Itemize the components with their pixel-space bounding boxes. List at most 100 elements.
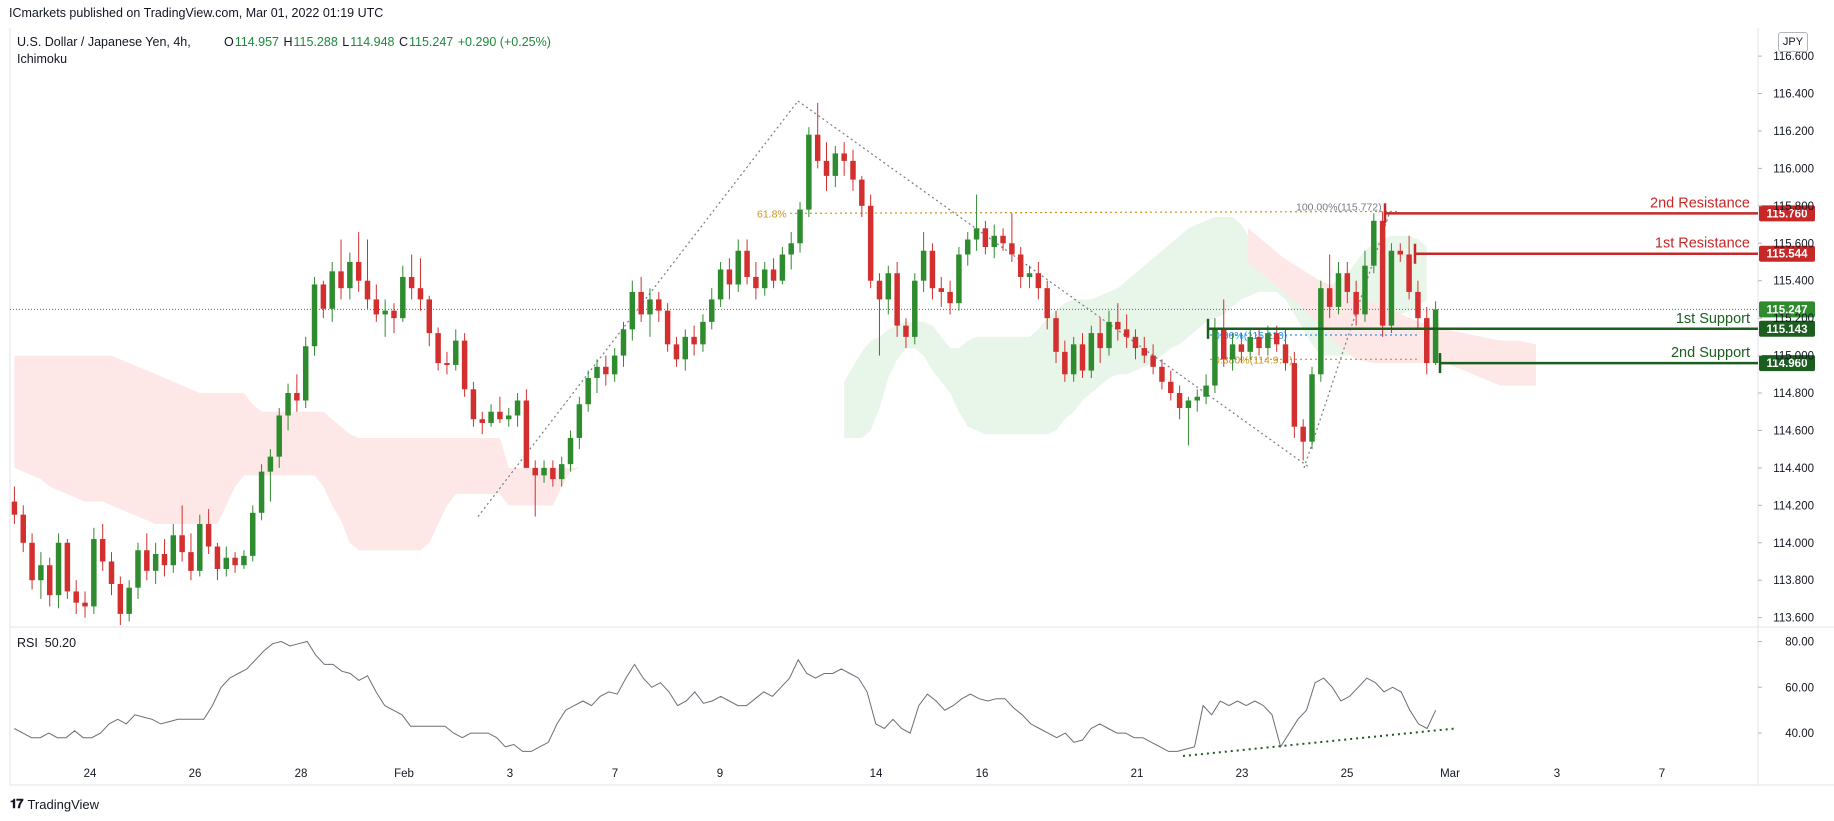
candle-body[interactable] <box>717 269 724 300</box>
candle-body[interactable] <box>55 542 62 596</box>
candle-body[interactable] <box>620 329 627 356</box>
candle-body[interactable] <box>514 400 521 416</box>
candle-body[interactable] <box>73 591 79 603</box>
candle-body[interactable] <box>823 160 830 176</box>
candle-body[interactable] <box>1088 333 1095 371</box>
candle-body[interactable] <box>859 179 865 206</box>
candle-body[interactable] <box>294 393 300 401</box>
candle-body[interactable] <box>947 291 953 304</box>
candle-body[interactable] <box>753 276 759 289</box>
candle-body[interactable] <box>611 355 618 375</box>
candle-body[interactable] <box>761 269 768 289</box>
candle-body[interactable] <box>832 153 839 176</box>
candle-body[interactable] <box>1256 336 1262 349</box>
candle-body[interactable] <box>1273 333 1280 345</box>
candle-body[interactable] <box>302 346 309 401</box>
candle-body[interactable] <box>682 336 689 360</box>
candle-body[interactable] <box>541 467 547 476</box>
candle-body[interactable] <box>470 389 477 420</box>
candle-body[interactable] <box>1017 254 1024 277</box>
candle-body[interactable] <box>338 271 344 289</box>
candle-body[interactable] <box>1247 336 1253 352</box>
candle-body[interactable] <box>1220 329 1227 360</box>
candle-body[interactable] <box>841 153 847 161</box>
candle-body[interactable] <box>46 565 53 596</box>
candle-body[interactable] <box>135 550 141 588</box>
candle-body[interactable] <box>532 467 538 476</box>
candle-body[interactable] <box>108 561 115 584</box>
candle-body[interactable] <box>144 550 150 571</box>
candle-body[interactable] <box>1397 250 1404 255</box>
candle-body[interactable] <box>867 205 874 281</box>
candle-body[interactable] <box>1106 321 1112 349</box>
candle-body[interactable] <box>161 553 168 566</box>
candle-body[interactable] <box>479 419 485 423</box>
candle-body[interactable] <box>152 553 159 571</box>
candle-body[interactable] <box>894 273 900 326</box>
candle-body[interactable] <box>400 276 406 319</box>
candle-body[interactable] <box>355 261 362 281</box>
candle-body[interactable] <box>205 524 212 547</box>
indicator-name[interactable]: Ichimoku <box>17 52 68 66</box>
candle-body[interactable] <box>1070 344 1077 375</box>
candle-body[interactable] <box>806 134 812 210</box>
candle-body[interactable] <box>453 340 459 365</box>
candle-body[interactable] <box>1318 288 1324 375</box>
candle-body[interactable] <box>1291 363 1298 427</box>
candle-body[interactable] <box>726 269 733 285</box>
candle-body[interactable] <box>956 254 962 304</box>
candle-body[interactable] <box>1265 333 1271 349</box>
candle-body[interactable] <box>11 501 18 515</box>
candle-body[interactable] <box>488 411 494 423</box>
candle-body[interactable] <box>373 299 380 315</box>
candle-body[interactable] <box>1159 366 1165 382</box>
candle-body[interactable] <box>179 535 185 553</box>
candle-body[interactable] <box>664 310 671 345</box>
candle-body[interactable] <box>241 555 247 566</box>
candle-body[interactable] <box>1150 355 1156 367</box>
candle-body[interactable] <box>850 160 856 180</box>
candle-body[interactable] <box>982 228 989 248</box>
candle-body[interactable] <box>329 271 335 309</box>
candle-body[interactable] <box>647 299 653 315</box>
candle-body[interactable] <box>1132 336 1139 349</box>
candle-body[interactable] <box>567 437 574 465</box>
candle-body[interactable] <box>903 325 909 337</box>
candle-body[interactable] <box>1300 426 1306 442</box>
candle-body[interactable] <box>117 583 124 614</box>
candle-body[interactable] <box>1371 220 1377 266</box>
candle-body[interactable] <box>444 363 450 365</box>
candle-body[interactable] <box>223 557 230 569</box>
candle-body[interactable] <box>744 250 750 277</box>
candle-body[interactable] <box>1326 288 1333 307</box>
candle-body[interactable] <box>285 393 291 416</box>
candle-body[interactable] <box>629 291 636 330</box>
candle-body[interactable] <box>1044 288 1050 319</box>
candle-body[interactable] <box>1335 273 1342 307</box>
candle-body[interactable] <box>170 535 177 566</box>
candle-body[interactable] <box>929 250 936 289</box>
candle-body[interactable] <box>1203 385 1209 397</box>
candle-body[interactable] <box>1353 291 1359 315</box>
candle-body[interactable] <box>347 261 353 289</box>
candle-body[interactable] <box>709 299 715 322</box>
candle-body[interactable] <box>214 546 221 569</box>
candle-body[interactable] <box>1079 344 1086 371</box>
candle-body[interactable] <box>426 299 433 334</box>
candle-body[interactable] <box>505 415 512 420</box>
candle-body[interactable] <box>691 336 697 345</box>
candle-body[interactable] <box>876 280 883 300</box>
candle-body[interactable] <box>965 239 971 255</box>
candle-body[interactable] <box>1282 344 1289 364</box>
candle-body[interactable] <box>1062 351 1068 375</box>
candle-body[interactable] <box>1185 400 1192 408</box>
candle-body[interactable] <box>29 542 35 581</box>
candle-body[interactable] <box>1123 329 1130 337</box>
candle-body[interactable] <box>258 471 265 513</box>
candle-body[interactable] <box>1009 243 1015 255</box>
candle-body[interactable] <box>82 602 88 607</box>
footer-brand[interactable]: 𝟏𝟕 TradingView <box>10 796 99 812</box>
candle-body[interactable] <box>197 524 203 571</box>
candle-body[interactable] <box>770 269 777 281</box>
